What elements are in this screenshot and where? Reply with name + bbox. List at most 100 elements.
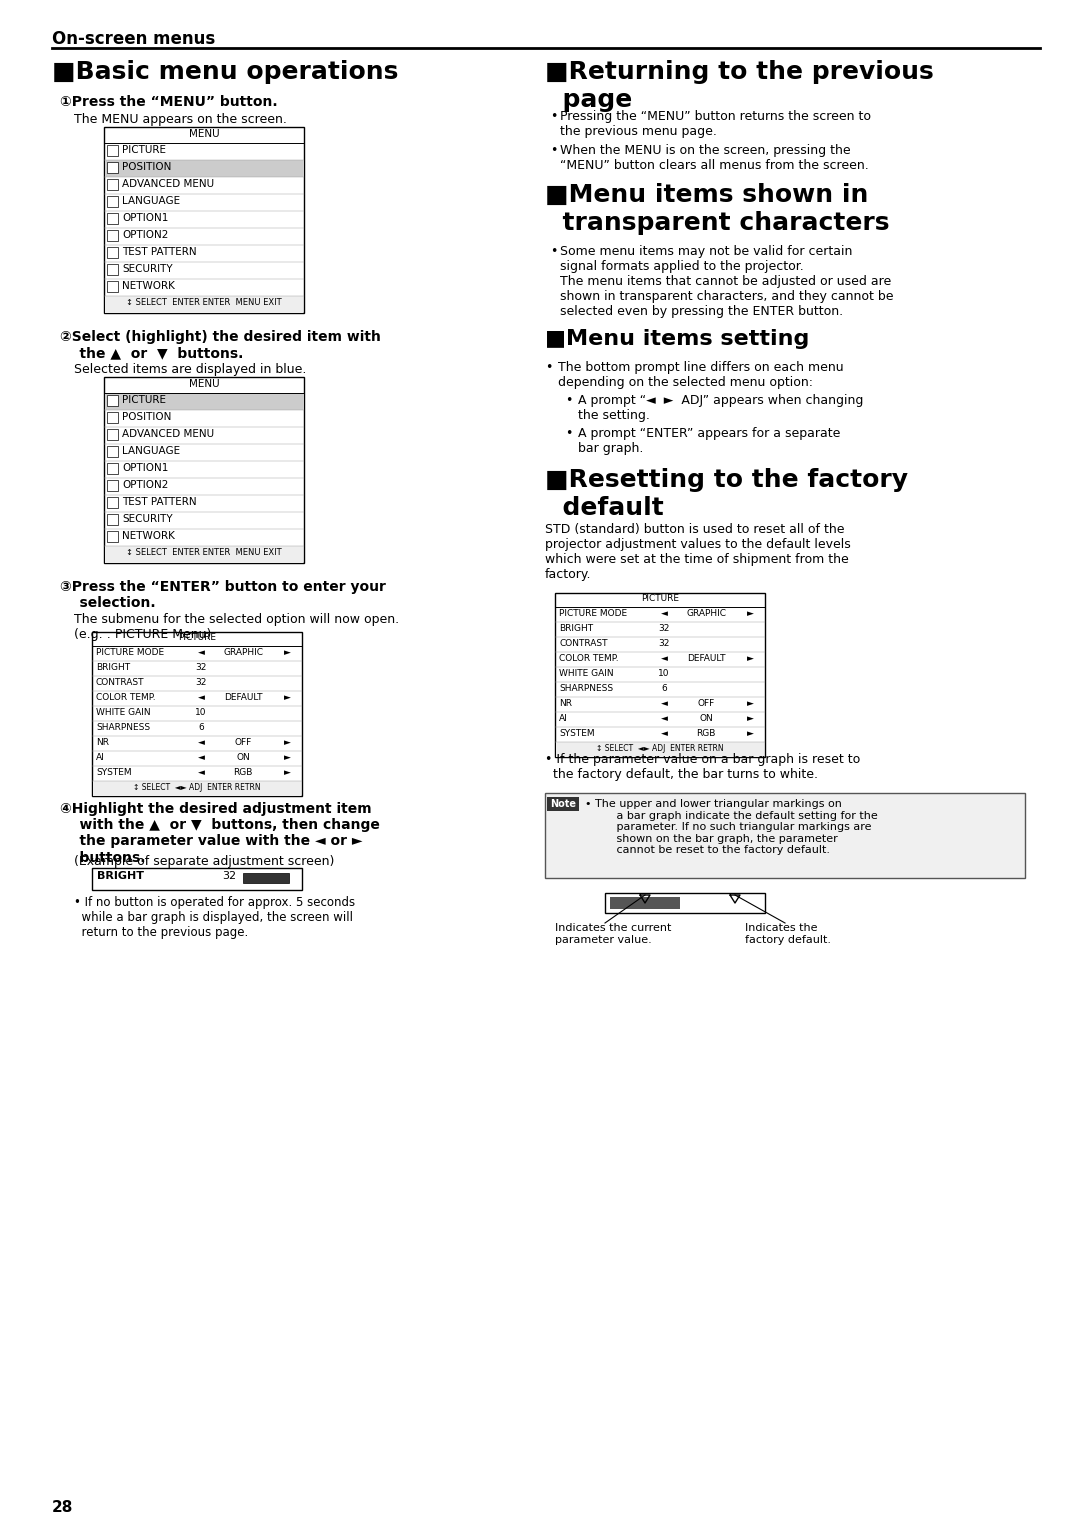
Text: GRAPHIC: GRAPHIC xyxy=(224,649,264,658)
Text: AI: AI xyxy=(559,714,568,723)
Bar xyxy=(545,794,1025,877)
Text: ■Resetting to the factory
  default: ■Resetting to the factory default xyxy=(545,468,908,520)
Text: The submenu for the selected option will now open.
(e.g. : PICTURE Menu): The submenu for the selected option will… xyxy=(75,613,400,641)
Text: OPTION2: OPTION2 xyxy=(122,481,168,490)
Text: •: • xyxy=(550,143,557,157)
Text: SECURITY: SECURITY xyxy=(122,264,173,275)
Bar xyxy=(107,281,118,291)
Text: OFF: OFF xyxy=(698,699,715,708)
Text: ↕ SELECT  ◄► ADJ  ENTER RETRN: ↕ SELECT ◄► ADJ ENTER RETRN xyxy=(133,783,260,792)
Text: TEST PATTERN: TEST PATTERN xyxy=(122,497,197,507)
Bar xyxy=(107,462,118,475)
Text: A prompt “◄  ►  ADJ” appears when changing
the setting.: A prompt “◄ ► ADJ” appears when changing… xyxy=(578,394,863,423)
Text: 10: 10 xyxy=(659,668,670,678)
Text: PICTURE: PICTURE xyxy=(642,594,679,603)
Text: MENU: MENU xyxy=(189,378,219,389)
Text: SECURITY: SECURITY xyxy=(122,514,173,523)
Text: 32: 32 xyxy=(195,662,207,671)
Text: BRIGHT: BRIGHT xyxy=(97,871,144,881)
Text: STD (standard) button is used to reset all of the
projector adjustment values to: STD (standard) button is used to reset a… xyxy=(545,523,851,581)
Bar xyxy=(107,412,118,423)
Text: LANGUAGE: LANGUAGE xyxy=(122,195,180,206)
Text: ON: ON xyxy=(700,714,713,723)
Text: ►: ► xyxy=(284,739,291,748)
Text: ◄: ◄ xyxy=(661,609,667,618)
Bar xyxy=(107,162,118,172)
Text: ►: ► xyxy=(284,693,291,702)
Text: SHARPNESS: SHARPNESS xyxy=(559,684,613,693)
Text: ►: ► xyxy=(747,714,754,723)
Text: On-screen menus: On-screen menus xyxy=(52,31,215,47)
Bar xyxy=(104,377,303,563)
Text: BRIGHT: BRIGHT xyxy=(559,624,593,633)
Text: 10: 10 xyxy=(195,708,207,717)
Text: ②Select (highlight) the desired item with
    the ▲  or  ▼  buttons.: ②Select (highlight) the desired item wit… xyxy=(60,330,381,360)
Text: OPTION2: OPTION2 xyxy=(122,230,168,240)
Text: NR: NR xyxy=(96,739,109,748)
Text: PICTURE MODE: PICTURE MODE xyxy=(96,649,164,658)
Text: NR: NR xyxy=(559,699,572,708)
Text: PICTURE: PICTURE xyxy=(122,395,166,404)
Bar xyxy=(107,481,118,491)
Text: COLOR TEMP.: COLOR TEMP. xyxy=(96,693,156,702)
Text: TEST PATTERN: TEST PATTERN xyxy=(122,247,197,256)
Text: Indicates the
factory default.: Indicates the factory default. xyxy=(745,923,831,945)
Text: SYSTEM: SYSTEM xyxy=(96,768,132,777)
Text: 28: 28 xyxy=(52,1500,73,1515)
Text: ►: ► xyxy=(284,649,291,658)
Bar xyxy=(605,893,765,913)
Text: •: • xyxy=(565,394,572,407)
Text: (Example of separate adjustment screen): (Example of separate adjustment screen) xyxy=(75,855,335,868)
Text: RGB: RGB xyxy=(697,729,716,739)
Text: ◄: ◄ xyxy=(198,693,204,702)
Bar xyxy=(107,145,118,156)
Text: CONTRAST: CONTRAST xyxy=(96,678,145,687)
Text: POSITION: POSITION xyxy=(122,412,172,423)
Text: • If no button is operated for approx. 5 seconds
  while a bar graph is displaye: • If no button is operated for approx. 5… xyxy=(75,896,355,938)
Text: Indicates the current
parameter value.: Indicates the current parameter value. xyxy=(555,923,672,945)
Text: • The upper and lower triangular markings on
         a bar graph indicate the d: • The upper and lower triangular marking… xyxy=(585,800,878,856)
Bar xyxy=(104,127,303,313)
Text: ►: ► xyxy=(747,655,754,662)
Bar xyxy=(105,546,303,563)
Text: • If the parameter value on a bar graph is reset to
  the factory default, the b: • If the parameter value on a bar graph … xyxy=(545,752,861,781)
Text: ◄: ◄ xyxy=(198,649,204,658)
Text: •: • xyxy=(565,427,572,439)
Text: 32: 32 xyxy=(195,678,207,687)
Text: ◄: ◄ xyxy=(661,714,667,723)
Bar xyxy=(107,195,118,208)
Text: ►: ► xyxy=(747,699,754,708)
Text: NETWORK: NETWORK xyxy=(122,281,175,291)
Bar xyxy=(107,497,118,508)
Text: RGB: RGB xyxy=(233,768,253,777)
Text: AI: AI xyxy=(96,752,105,761)
Bar xyxy=(243,873,289,884)
Text: ③Press the “ENTER” button to enter your
    selection.: ③Press the “ENTER” button to enter your … xyxy=(60,580,386,610)
Text: DEFAULT: DEFAULT xyxy=(687,655,726,662)
Text: PICTURE: PICTURE xyxy=(122,145,166,156)
Text: ■Menu items shown in
  transparent characters: ■Menu items shown in transparent charact… xyxy=(545,183,890,235)
Text: ◄: ◄ xyxy=(661,729,667,739)
Text: A prompt “ENTER” appears for a separate
bar graph.: A prompt “ENTER” appears for a separate … xyxy=(578,427,840,455)
Bar xyxy=(610,897,680,909)
Text: SYSTEM: SYSTEM xyxy=(559,729,595,739)
Text: •: • xyxy=(550,110,557,124)
Text: ■Menu items setting: ■Menu items setting xyxy=(545,330,809,349)
Text: WHITE GAIN: WHITE GAIN xyxy=(96,708,150,717)
Text: Some menu items may not be valid for certain
signal formats applied to the proje: Some menu items may not be valid for cer… xyxy=(561,246,893,317)
Bar xyxy=(555,594,765,757)
Bar xyxy=(546,797,579,810)
Bar xyxy=(107,179,118,191)
Text: ◄: ◄ xyxy=(661,699,667,708)
Text: POSITION: POSITION xyxy=(122,162,172,172)
Text: ►: ► xyxy=(284,768,291,777)
Text: ◄: ◄ xyxy=(661,655,667,662)
Text: WHITE GAIN: WHITE GAIN xyxy=(559,668,613,678)
Text: NETWORK: NETWORK xyxy=(122,531,175,542)
Text: PICTURE: PICTURE xyxy=(178,633,216,642)
Text: ↕ SELECT  ◄► ADJ  ENTER RETRN: ↕ SELECT ◄► ADJ ENTER RETRN xyxy=(596,745,724,752)
Bar xyxy=(107,429,118,439)
Text: ■Returning to the previous
  page: ■Returning to the previous page xyxy=(545,60,934,111)
Text: ►: ► xyxy=(284,752,291,761)
Bar xyxy=(105,394,303,410)
